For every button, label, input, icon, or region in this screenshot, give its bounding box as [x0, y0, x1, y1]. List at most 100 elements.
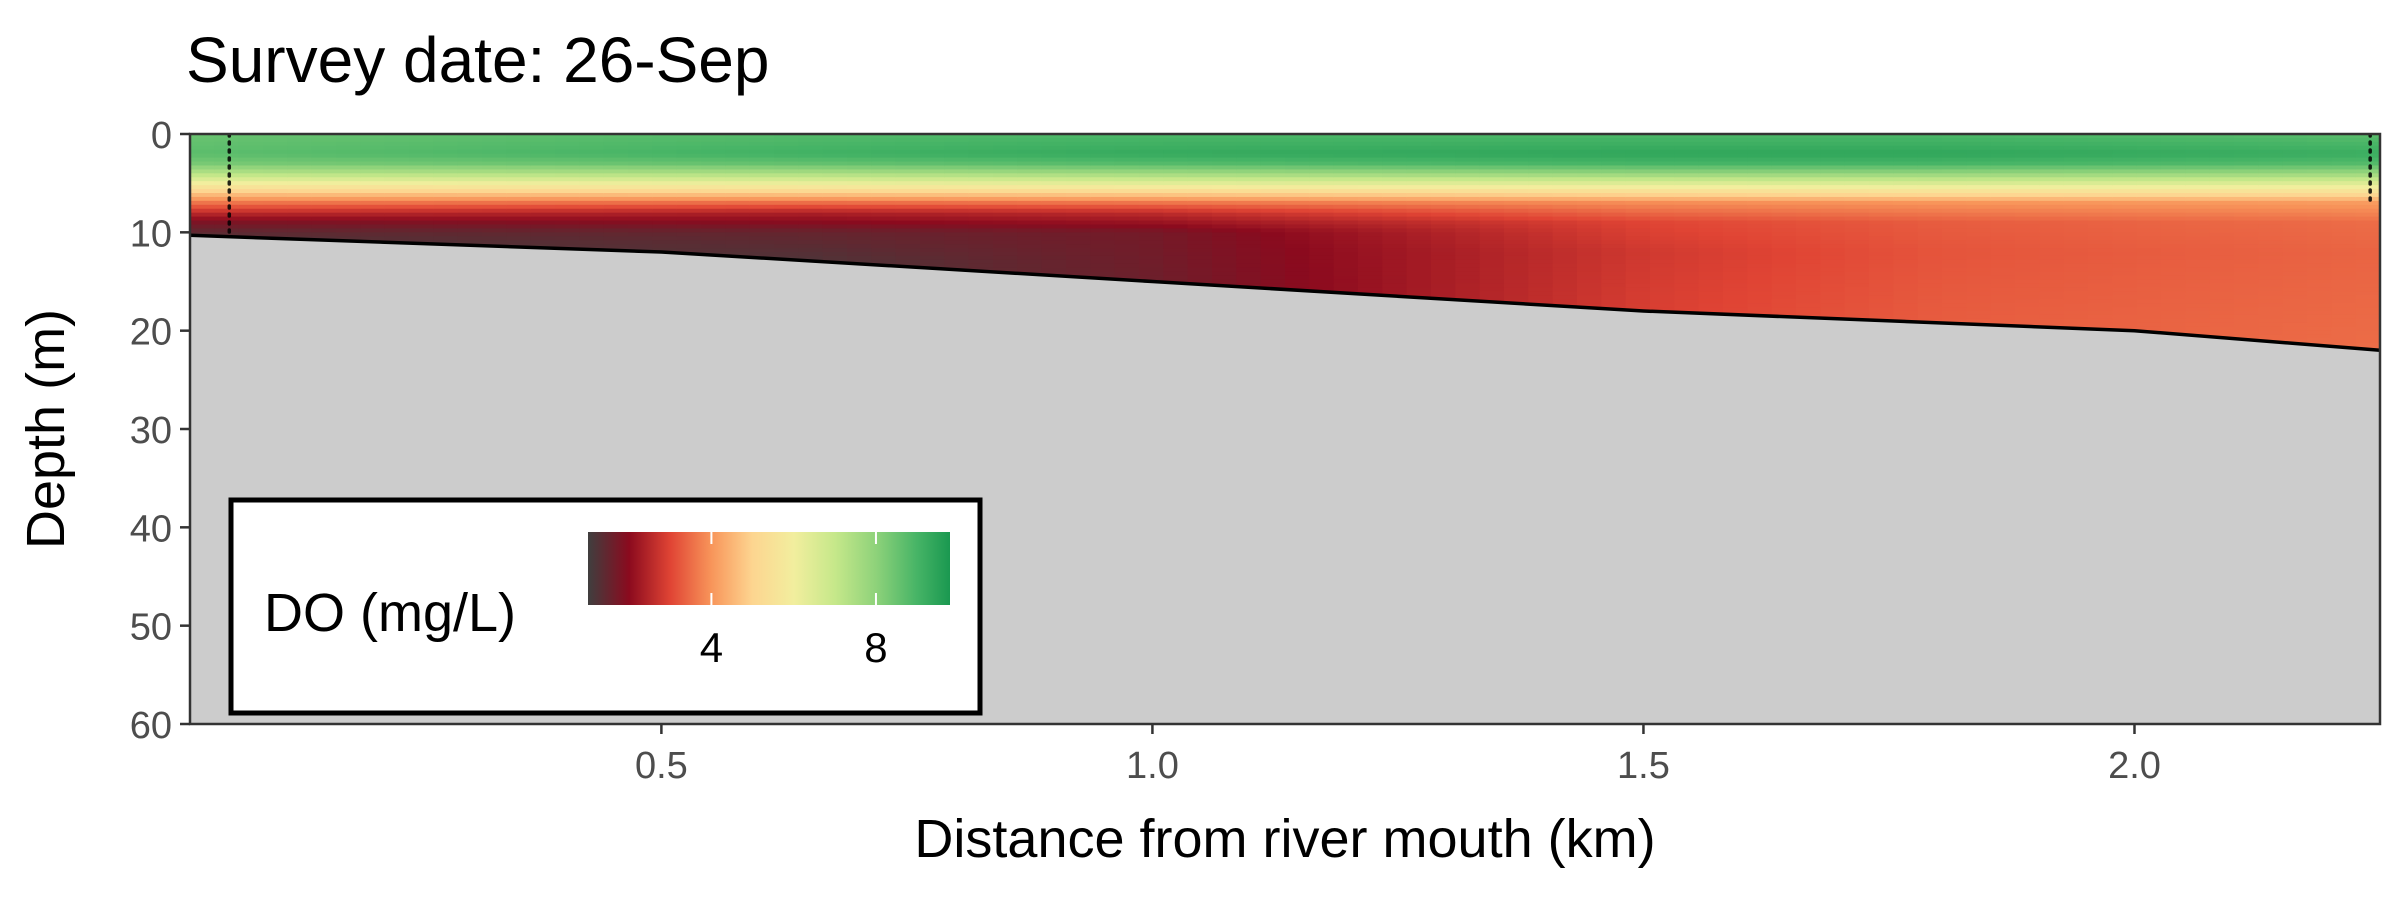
- heat-cell: [2088, 299, 2114, 304]
- heat-cell: [1966, 240, 1992, 245]
- heat-cell: [1552, 193, 1578, 198]
- heat-cell: [1358, 259, 1384, 265]
- heat-cell: [409, 153, 435, 159]
- heat-cell: [1358, 153, 1384, 159]
- heat-cell: [2063, 153, 2089, 159]
- heat-cell: [603, 185, 629, 190]
- heat-cell: [749, 208, 775, 214]
- heat-cell: [871, 149, 897, 155]
- heat-cell: [1041, 204, 1067, 210]
- heat-cell: [993, 259, 1019, 265]
- heat-cell: [603, 208, 629, 214]
- heat-cell: [1431, 185, 1457, 190]
- heat-cell: [968, 212, 994, 218]
- heat-cell: [847, 200, 873, 206]
- heat-cell: [1504, 200, 1530, 206]
- heat-cell: [676, 244, 702, 249]
- heat-cell: [1285, 267, 1311, 273]
- heat-cell: [2015, 303, 2041, 308]
- heat-cell: [652, 177, 678, 182]
- heat-cell: [1650, 157, 1676, 163]
- heat-cell: [1431, 283, 1457, 289]
- heat-cell: [944, 228, 970, 234]
- heat-cell: [409, 232, 435, 238]
- heat-cell: [1358, 267, 1384, 273]
- heat-cell: [1114, 224, 1140, 230]
- heat-cell: [1285, 157, 1311, 163]
- heat-cell: [1236, 275, 1262, 281]
- heat-cell: [263, 157, 289, 163]
- heat-cell: [895, 189, 921, 194]
- heat-cell: [1455, 204, 1481, 210]
- heat-cell: [1455, 165, 1481, 171]
- heat-cell: [944, 224, 970, 230]
- heat-cell: [1187, 145, 1213, 151]
- heat-cell: [2088, 185, 2114, 190]
- heat-cell: [1552, 177, 1578, 182]
- heat-cell: [1504, 279, 1530, 285]
- heat-cell: [847, 141, 873, 147]
- heat-cell: [1625, 216, 1651, 222]
- heat-cell: [1893, 299, 1919, 304]
- heat-cell: [1236, 232, 1262, 238]
- heat-cell: [1747, 236, 1773, 241]
- heat-cell: [579, 240, 605, 245]
- heat-cell: [1528, 224, 1554, 230]
- heat-cell: [1650, 224, 1676, 230]
- heat-cell: [1698, 228, 1724, 234]
- heat-cell: [676, 236, 702, 241]
- heat-cell: [1358, 271, 1384, 277]
- heat-cell: [1990, 287, 2016, 293]
- heat-cell: [579, 134, 605, 139]
- heat-cell: [2185, 275, 2211, 281]
- heat-cell: [652, 149, 678, 155]
- heat-cell: [2161, 216, 2187, 222]
- heat-cell: [482, 189, 508, 194]
- heat-cell: [190, 161, 216, 167]
- heat-cell: [1236, 255, 1262, 261]
- heat-cell: [1966, 252, 1992, 257]
- heat-cell: [1528, 149, 1554, 155]
- heat-cell: [1893, 263, 1919, 269]
- heat-cell: [1796, 307, 1822, 312]
- heat-cell: [1309, 134, 1335, 139]
- heat-cell: [457, 193, 483, 198]
- heat-cell: [676, 220, 702, 226]
- heat-cell: [1869, 177, 1895, 182]
- heat-cell: [1163, 169, 1189, 175]
- heat-cell: [2161, 283, 2187, 289]
- heat-cell: [749, 157, 775, 163]
- heat-cell: [1942, 228, 1968, 234]
- heat-cell: [1625, 299, 1651, 304]
- heat-cell: [311, 189, 337, 194]
- heat-cell: [1990, 161, 2016, 167]
- heat-cell: [1139, 259, 1165, 265]
- heat-cell: [1333, 252, 1359, 257]
- heat-cell: [2015, 244, 2041, 249]
- heat-cell: [1577, 200, 1603, 206]
- heat-cell: [1552, 196, 1578, 202]
- heat-cell: [798, 224, 824, 230]
- heat-cell: [2209, 137, 2235, 143]
- heat-cell: [2161, 271, 2187, 277]
- heat-cell: [603, 244, 629, 249]
- heat-cell: [1844, 307, 1870, 312]
- heat-cell: [1187, 236, 1213, 241]
- heat-cell: [1844, 216, 1870, 222]
- heat-cell: [2161, 204, 2187, 210]
- heat-cell: [1066, 208, 1092, 214]
- heat-cell: [263, 141, 289, 147]
- heat-cell: [1528, 295, 1554, 300]
- heat-cell: [1747, 173, 1773, 179]
- heat-cell: [676, 149, 702, 155]
- heat-cell: [2063, 185, 2089, 190]
- heat-cell: [555, 181, 581, 186]
- heat-cell: [1796, 196, 1822, 202]
- heat-cell: [1041, 185, 1067, 190]
- heat-cell: [1698, 287, 1724, 293]
- heat-cell: [993, 189, 1019, 194]
- heat-cell: [1309, 220, 1335, 226]
- heat-cell: [287, 196, 313, 202]
- heat-cell: [190, 224, 216, 230]
- heat-cell: [457, 212, 483, 218]
